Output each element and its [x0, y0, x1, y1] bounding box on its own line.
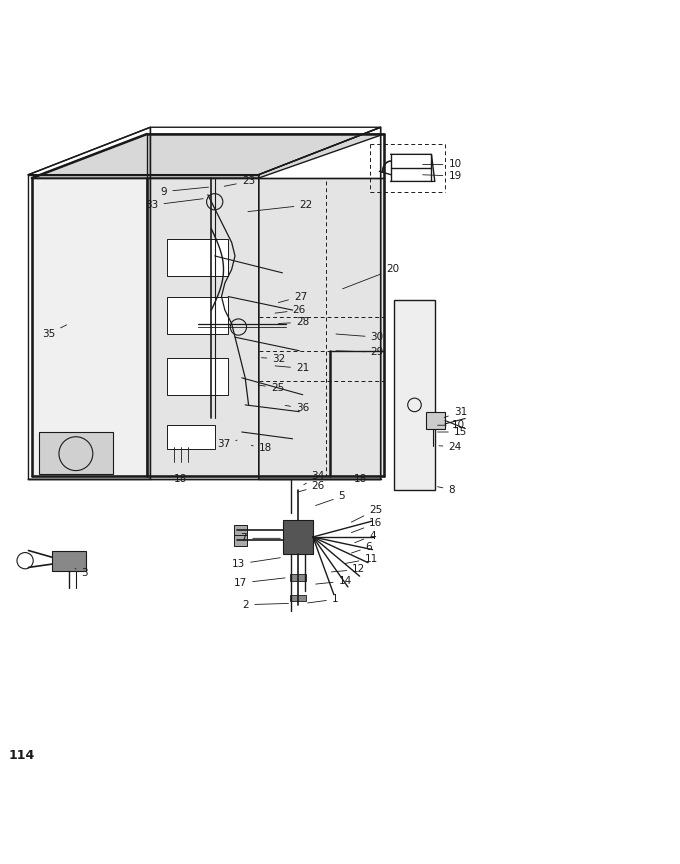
Text: 18: 18: [174, 474, 187, 485]
Text: 18: 18: [252, 443, 272, 454]
Text: 10: 10: [438, 420, 465, 430]
Text: 2: 2: [243, 600, 288, 610]
Text: 17: 17: [234, 578, 285, 588]
Text: 23: 23: [224, 176, 255, 187]
Text: 7: 7: [241, 533, 280, 543]
Text: 36: 36: [285, 403, 309, 413]
Text: 3: 3: [75, 568, 88, 578]
Text: 28: 28: [278, 317, 309, 327]
Text: 30: 30: [336, 332, 384, 342]
Text: 14: 14: [316, 576, 352, 586]
Bar: [290, 594, 306, 601]
Text: 12: 12: [331, 564, 365, 575]
Text: 16: 16: [352, 518, 382, 532]
Text: 35: 35: [42, 325, 67, 339]
Text: 1: 1: [307, 594, 339, 604]
Bar: [283, 520, 313, 554]
Text: 25: 25: [352, 505, 382, 522]
Text: 32: 32: [262, 354, 286, 364]
Text: 26: 26: [297, 481, 325, 492]
Polygon shape: [32, 178, 147, 476]
Bar: [167, 425, 215, 449]
Text: 10: 10: [423, 160, 462, 169]
Bar: [167, 239, 228, 276]
Text: 25: 25: [258, 383, 284, 393]
Bar: [167, 358, 228, 395]
Polygon shape: [32, 134, 384, 178]
Bar: [39, 432, 113, 474]
Bar: [290, 575, 306, 581]
Text: 24: 24: [439, 442, 462, 452]
Text: 4: 4: [355, 530, 376, 543]
Text: 8: 8: [437, 485, 455, 494]
Text: 34: 34: [304, 471, 325, 485]
Text: 21: 21: [275, 364, 309, 373]
Text: 26: 26: [275, 305, 306, 315]
Text: 5: 5: [316, 492, 345, 505]
Text: 20: 20: [343, 264, 399, 289]
Text: 19: 19: [423, 171, 462, 181]
Bar: [234, 524, 248, 536]
Text: 29: 29: [336, 347, 384, 357]
Polygon shape: [394, 300, 435, 490]
Bar: [426, 411, 445, 429]
Text: 22: 22: [248, 200, 313, 212]
Text: 11: 11: [345, 554, 377, 563]
Text: 9: 9: [160, 187, 209, 197]
Bar: [234, 535, 248, 546]
Text: 33: 33: [146, 199, 203, 210]
Text: 114: 114: [8, 749, 35, 763]
Bar: [52, 550, 86, 571]
Text: 6: 6: [352, 542, 373, 553]
Text: 15: 15: [438, 427, 467, 437]
Text: 18: 18: [354, 474, 367, 485]
Text: 13: 13: [232, 557, 280, 569]
Bar: [167, 296, 228, 334]
Text: 27: 27: [278, 291, 307, 302]
Text: 31: 31: [444, 407, 467, 417]
Polygon shape: [147, 178, 384, 476]
Text: 37: 37: [217, 439, 237, 449]
